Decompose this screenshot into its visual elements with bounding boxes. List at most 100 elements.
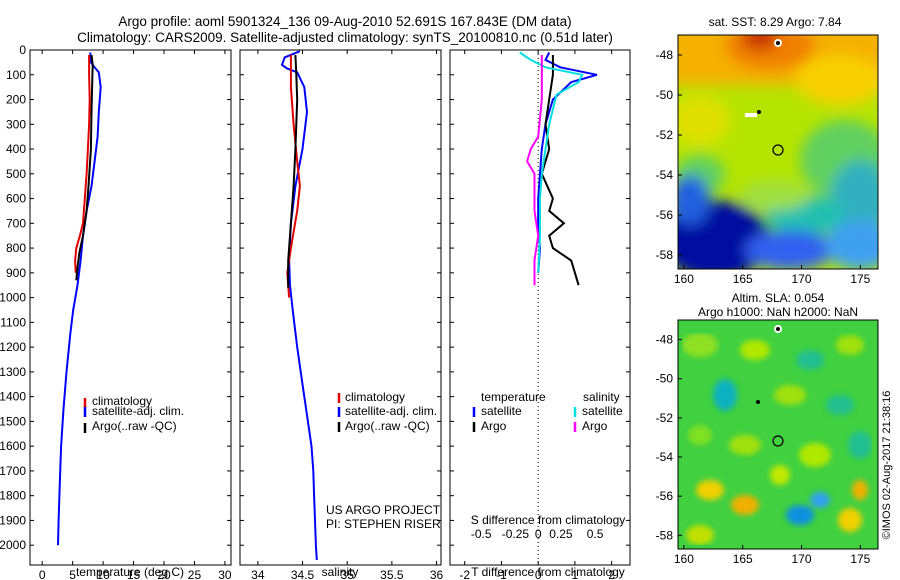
y-tick-label: 0 <box>19 43 26 57</box>
legend-label-satellite: satellite-adj. clim. <box>345 404 437 418</box>
legend-label-satellite: satellite-adj. clim. <box>92 404 184 418</box>
salinity-panel: 34 34.5 35 35.5 36 salinity climatology sate… <box>239 49 444 580</box>
y-tick-label: 700 <box>6 216 26 230</box>
project-annotation-2: PI: STEPHEN RISER <box>326 517 441 531</box>
y-tick-label: 300 <box>6 117 26 131</box>
top-x-tick-label: 0.25 <box>549 527 573 541</box>
x-tick-label: 35.5 <box>380 568 404 580</box>
header-line-2: Climatology: CARS2009. Satellite-adjuste… <box>77 30 613 45</box>
x-tick-label: 5 <box>69 568 76 580</box>
y-tick-label: 200 <box>6 93 26 107</box>
y-tick-label: 1600 <box>0 439 26 453</box>
salinity-lines <box>280 50 318 561</box>
y-tick-label: 1200 <box>0 340 26 354</box>
sla-map-title-1: Altim. SLA: 0.054 <box>732 291 825 305</box>
map-x-tick-label: 160 <box>674 552 694 566</box>
map-y-tick-label: -56 <box>656 208 674 222</box>
y-tick-label: 1900 <box>0 513 26 527</box>
sla-map-title-2: Argo h1000: NaN h2000: NaN <box>698 305 858 319</box>
sst-map: sat. SST: 8.29 Argo: 7.84 <box>656 15 879 286</box>
y-tick-label: 800 <box>6 241 26 255</box>
top-x-tick-label: -0.5 <box>471 527 492 541</box>
y-tick-label: 1000 <box>0 291 26 305</box>
difference-lines <box>519 51 598 286</box>
argo-position-marker <box>772 435 784 447</box>
x-tick-label: 35 <box>341 568 355 580</box>
series-line <box>287 54 299 288</box>
map-y-tick-label: -52 <box>656 411 674 425</box>
sst-map-title: sat. SST: 8.29 Argo: 7.84 <box>709 15 842 29</box>
difference-top-xlabel: S difference from climatology <box>471 513 626 527</box>
map-y-tick-label: -54 <box>656 450 674 464</box>
salinity-plot-frame <box>239 49 442 566</box>
argo-position-marker <box>772 144 784 156</box>
difference-plot-frame <box>449 49 631 566</box>
legend-label-argo: Argo(..raw -QC) <box>345 419 430 433</box>
sla-map-image <box>678 320 878 549</box>
legend-label-t-satellite: satellite <box>481 404 522 418</box>
map-x-tick-label: 170 <box>792 552 812 566</box>
x-tick-label: 20 <box>157 568 171 580</box>
y-tick-label: 1100 <box>0 315 26 329</box>
map-x-tick-label: 175 <box>850 272 870 286</box>
salinity-xlabel: salinity <box>322 565 359 579</box>
legend-label-climatology: climatology <box>345 390 405 404</box>
legend-header-temperature: temperature <box>481 390 546 404</box>
x-tick-label: 0 <box>535 568 542 580</box>
x-tick-label: 34.5 <box>291 568 315 580</box>
y-tick-label: 1500 <box>0 414 26 428</box>
sst-map-image <box>678 35 878 269</box>
temperature-legend: climatology satellite-adj. clim. Argo(..… <box>83 394 184 433</box>
x-tick-label: 0 <box>39 568 46 580</box>
legend-label-argo: Argo(..raw -QC) <box>92 419 177 433</box>
x-tick-label: 10 <box>96 568 110 580</box>
map-x-tick-label: 165 <box>733 272 753 286</box>
difference-legend: temperature salinity satellite Argo sate… <box>472 390 623 433</box>
x-tick-label: -2 <box>459 568 470 580</box>
sla-map-axes: 160 165 170 175 -48 -50 -52 -54 -56 -58 <box>656 333 871 566</box>
map-y-tick-label: -58 <box>656 248 674 262</box>
legend-label-t-argo: Argo <box>481 419 507 433</box>
map-x-tick-label: 165 <box>733 552 753 566</box>
series-line <box>74 55 91 273</box>
credit-text: ©IMOS 02-Aug-2017 21:38:16 <box>881 391 893 540</box>
legend-label-s-argo: Argo <box>582 419 608 433</box>
top-x-tick-label: -0.25 <box>502 527 530 541</box>
header-line-1: Argo profile: aoml 5901324_136 09-Aug-20… <box>118 14 571 29</box>
temperature-xlabel: temperature (deg C) <box>76 565 184 579</box>
y-tick-label: 1400 <box>0 390 26 404</box>
x-tick-label: 1 <box>572 568 579 580</box>
x-tick-label: 15 <box>127 568 141 580</box>
y-tick-label: 600 <box>6 192 26 206</box>
map-x-tick-label: 175 <box>850 552 870 566</box>
map-y-tick-label: -52 <box>656 128 674 142</box>
temperature-plot-frame <box>29 49 232 566</box>
map-y-tick-label: -50 <box>656 88 674 102</box>
temperature-axes: 0100200300400500600700800900100011001200… <box>0 43 232 580</box>
y-tick-label: 1300 <box>0 365 26 379</box>
series-line <box>280 50 318 561</box>
salinity-axes: 34 34.5 35 35.5 36 <box>240 49 444 580</box>
map-x-tick-label: 170 <box>792 272 812 286</box>
x-tick-label: 25 <box>188 568 202 580</box>
map-y-tick-label: -50 <box>656 372 674 386</box>
map-x-tick-label: 160 <box>674 272 694 286</box>
legend-header-salinity: salinity <box>583 390 620 404</box>
sst-map-axes: 160 165 170 175 -48 -50 -52 -54 -56 -58 <box>656 48 871 286</box>
series-line <box>526 55 543 286</box>
sla-map-frame <box>677 319 879 550</box>
map-y-tick-label: -48 <box>656 333 674 347</box>
map-y-tick-label: -48 <box>656 48 674 62</box>
y-tick-label: 900 <box>6 266 26 280</box>
map-y-tick-label: -58 <box>656 528 674 542</box>
series-line <box>75 54 94 281</box>
legend-label-s-satellite: satellite <box>582 404 623 418</box>
sla-map: Altim. SLA: 0.054 Argo h1000: NaN h2000:… <box>656 291 879 566</box>
temperature-panel: 0100200300400500600700800900100011001200… <box>0 43 232 580</box>
x-tick-label: -1 <box>496 568 507 580</box>
sst-map-frame <box>677 34 879 270</box>
x-tick-label: 36 <box>430 568 444 580</box>
map-y-tick-label: -54 <box>656 168 674 182</box>
y-tick-label: 1800 <box>0 489 26 503</box>
